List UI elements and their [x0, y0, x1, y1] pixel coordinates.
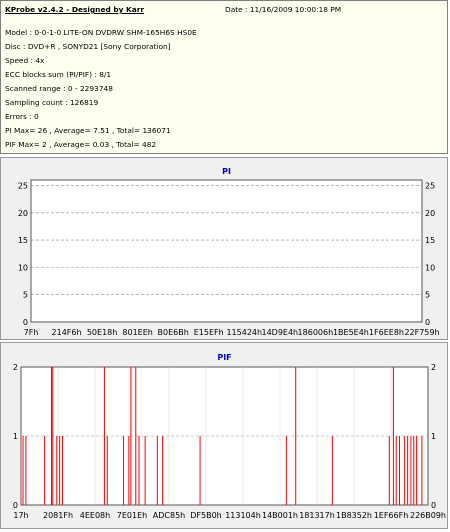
- x-tick-label: 214F6h: [52, 328, 82, 337]
- y-tick-label-left: 10: [18, 263, 28, 272]
- y-tick-label-right: 0: [431, 501, 436, 510]
- info-speed: Speed : 4x: [5, 56, 45, 65]
- y-tick-label-right: 10: [425, 263, 435, 272]
- y-tick-label-right: 0: [425, 318, 430, 327]
- y-tick-label-left: 20: [18, 209, 28, 218]
- pi-chart: 0 0 5 5 10 10 15 15 20 20 25 25 7Fh 214F6h 50E18h 801EE…: [18, 167, 440, 337]
- x-tick-label: 226B09h: [410, 511, 446, 520]
- y-tick-label-right: 5: [425, 291, 430, 300]
- info-ecc-blocks: ECC blocks sum (PI/PIF) : 8/1: [5, 70, 112, 79]
- x-tick-label: E15EFh: [194, 328, 224, 337]
- y-tick-label-left: 15: [18, 236, 28, 245]
- info-disc: Disc : DVD+R , SONYD21 [Sony Corporation…: [5, 42, 171, 51]
- x-tick-label: DF5B0h: [190, 511, 222, 520]
- pi-chart-panel: 0 0 5 5 10 10 15 15 20 20 25 25 7Fh 214F6h 50E18h 801EE…: [0, 157, 448, 340]
- y-tick-label-right: 25: [425, 181, 435, 190]
- y-tick-label-left: 25: [18, 181, 28, 190]
- x-tick-label: ADC85h: [153, 511, 185, 520]
- x-tick-label: 14D9E4h: [261, 328, 298, 337]
- info-panel: KProbe v2.4.2 - Designed by Karr Date : …: [0, 0, 448, 154]
- pif-chart-panel: PIF 0 0 1 1 2 2 17h 2081Fh 4EE08h 7E01Eh ADC85h DF5B…: [0, 342, 448, 529]
- y-tick-label-right: 1: [431, 432, 436, 441]
- x-tick-label: 4EE08h: [80, 511, 110, 520]
- x-tick-label: 7E01Eh: [117, 511, 147, 520]
- y-tick-label-left: 2: [13, 363, 18, 372]
- x-tick-label: 7Fh: [24, 328, 39, 337]
- x-tick-label: 14B001h: [262, 511, 298, 520]
- y-tick-label-left: 5: [23, 291, 28, 300]
- x-tick-label: 1F6EE8h: [369, 328, 404, 337]
- chart-title: PI: [222, 167, 231, 176]
- chart-title: PIF: [217, 353, 231, 362]
- plot-frame: [30, 179, 423, 323]
- x-tick-label: 2081Fh: [43, 511, 73, 520]
- info-pi-summary: PI Max= 26 , Average= 7.51 , Total= 1360…: [5, 126, 171, 135]
- x-tick-label: 50E18h: [87, 328, 117, 337]
- x-tick-label: B0E6Bh: [158, 328, 189, 337]
- y-tick-label-right: 2: [431, 363, 436, 372]
- x-tick-label: 17h: [13, 511, 28, 520]
- y-tick-label-left: 1: [13, 432, 18, 441]
- y-tick-label-left: 0: [13, 501, 18, 510]
- pif-chart: PIF 0 0 1 1 2 2 17h 2081Fh 4EE08h 7E01Eh ADC85h DF5B…: [13, 353, 446, 520]
- x-tick-label: 1B8352h: [336, 511, 372, 520]
- plot-background: [31, 180, 422, 322]
- x-tick-label: 113104h: [225, 511, 261, 520]
- y-tick-label-right: 15: [425, 236, 435, 245]
- y-tick-label-left: 0: [23, 318, 28, 327]
- x-tick-label: 801EEh: [122, 328, 152, 337]
- x-tick-label: 181317h: [299, 511, 335, 520]
- info-errors: Errors : 0: [5, 112, 39, 121]
- info-scanned-range: Scanned range : 0 - 2293748: [5, 84, 113, 93]
- info-sampling-count: Sampling count : 126819: [5, 98, 99, 107]
- scan-date: Date : 11/16/2009 10:00:18 PM: [225, 5, 342, 14]
- x-tick-label: 22F759h: [404, 328, 439, 337]
- x-tick-label: 1BE5E4h: [333, 328, 369, 337]
- x-tick-label: 1EF66Fh: [374, 511, 409, 520]
- info-model: Model : 0-0-1-0 LITE-ON DVDRW SHM-165H6S…: [5, 28, 197, 37]
- app-title: KProbe v2.4.2 - Designed by Karr: [5, 5, 145, 14]
- info-pif-summary: PIF Max= 2 , Average= 0.03 , Total= 482: [5, 140, 157, 149]
- x-tick-label: 186006h: [298, 328, 334, 337]
- y-tick-label-right: 20: [425, 209, 435, 218]
- x-tick-label: 115424h: [226, 328, 262, 337]
